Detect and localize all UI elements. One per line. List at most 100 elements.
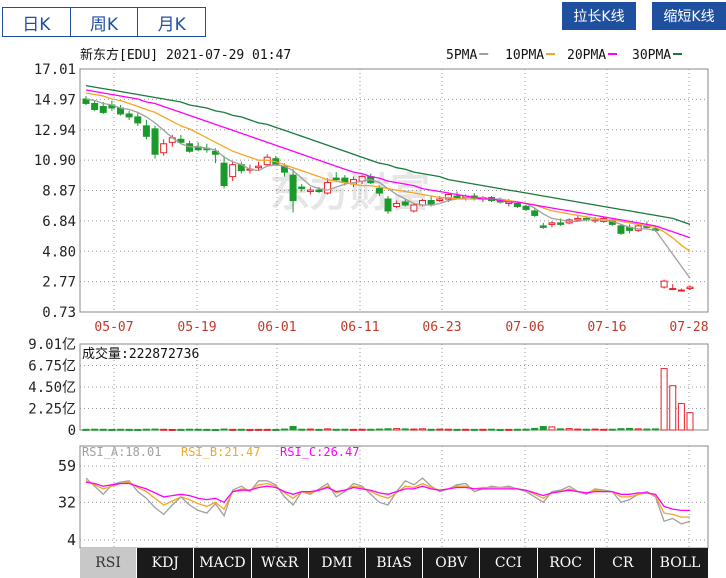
volume-bar [91,428,99,431]
volume-bar [617,428,625,431]
candle-body [315,189,323,193]
candle-body [539,225,547,228]
candle-body [160,143,168,154]
stretch-kline-button[interactable]: 拉长K线 [562,2,636,30]
volume-bar [591,428,599,431]
volume-bar [263,428,271,431]
rsi-panel: 59 32 4 [58,445,709,549]
volume-bar [677,403,685,431]
chart-title: 新东方[EDU] 2021-07-29 01:47 [80,47,291,63]
volume-bar [462,428,470,431]
volume-bar [608,428,616,431]
price-ytick-label: 17.01 [34,62,76,78]
volume-bar [557,428,565,431]
volume-bar [255,428,263,431]
price-ytick-label: 6.84 [42,214,76,230]
volume-ytick-label: 9.01亿 [28,337,76,353]
volume-bar [332,428,340,431]
volume-bar [315,428,323,431]
volume-bar [280,428,288,431]
candle-body [574,217,582,221]
volume-bar [582,428,590,431]
rsi-ytick-label: 59 [58,457,76,475]
candle-body [522,205,530,210]
price-ytick-label: 0.73 [42,305,76,321]
shrink-kline-button[interactable]: 缩短K线 [652,2,726,30]
volume-panel: 9.01亿 6.75亿 4.50亿 2.25亿 0 [28,337,709,439]
volume-ytick-label: 4.50亿 [28,380,76,396]
volume-bar [686,412,694,431]
volume-bar [117,428,125,431]
volume-bar [151,428,159,431]
volume-bar [401,428,409,431]
volume-bar [531,427,539,431]
volume-bar [669,385,677,431]
rsi-ytick-label: 32 [58,493,76,511]
tab-roc[interactable]: ROC [537,548,595,578]
volume-bar [108,428,116,431]
volume-bar [565,428,573,431]
volume-bar [660,368,668,431]
legend-label-30pma: 30PMA [632,48,671,63]
tab-kdj[interactable]: KDJ [137,548,195,578]
tab-boll[interactable]: BOLL [651,548,709,578]
rsi-ytick-label: 4 [67,531,76,549]
candle-body [151,128,159,155]
price-ytick-label: 4.80 [42,244,76,260]
tab-wr[interactable]: W&R [251,548,309,578]
price-ytick-label: 8.87 [42,184,76,200]
x-tick-label: 07-16 [587,320,626,335]
price-ytick-label: 12.94 [34,123,76,139]
ma30-line [85,84,691,226]
candle-body [125,113,133,118]
tab-rsi[interactable]: RSI [80,548,138,578]
tab-cci[interactable]: CCI [480,548,538,578]
tab-obv[interactable]: OBV [423,548,481,578]
tab-daily[interactable]: 日K [3,8,71,36]
volume-label: 成交量:222872736 [82,346,199,362]
volume-bar [142,428,150,431]
volume-bar [634,428,642,431]
tab-weekly[interactable]: 周K [70,8,139,36]
volume-bar [237,428,245,431]
tab-dmi[interactable]: DMI [308,548,366,578]
rsi-a-label: RSI_A:18.01 [82,445,161,459]
candle-body [401,201,409,206]
x-tick-label: 06-01 [257,320,296,335]
x-tick-label: 06-11 [340,320,379,335]
volume-bar [410,428,418,431]
candle-body [375,188,383,194]
volume-bar [82,428,90,431]
volume-bar [453,428,461,431]
volume-bar [505,428,513,431]
volume-bar [470,428,478,431]
price-panel: 17.01 14.97 12.94 10.90 8.87 6.84 4.80 2.77 0.73… [34,62,709,335]
candle-body [142,125,150,137]
price-ytick-label: 2.77 [42,275,76,291]
rsi-c-line [85,481,690,512]
x-tick-label: 07-06 [505,320,544,335]
volume-bar [367,428,375,431]
volume-bar [539,426,547,431]
volume-ytick-label: 6.75亿 [28,359,76,375]
volume-bar [289,426,297,431]
x-tick-label: 07-28 [669,320,708,335]
volume-bar [341,428,349,431]
tab-monthly[interactable]: 月K [138,8,206,36]
candle-body [289,174,297,202]
tab-bias[interactable]: BIAS [365,548,424,578]
candle-body [298,186,306,190]
volume-bar [375,428,383,431]
volume-bar [134,428,142,431]
tab-cr[interactable]: CR [594,548,652,578]
tab-macd[interactable]: MACD [194,548,252,578]
volume-bar [168,428,176,431]
candle-body [220,162,228,187]
candle-body [669,288,677,291]
volume-bar [574,428,582,431]
volume-bar [125,428,133,431]
rsi-a-line [85,477,691,525]
volume-bar [298,428,306,431]
volume-bar [496,428,504,431]
x-tick-label: 05-19 [177,320,216,335]
